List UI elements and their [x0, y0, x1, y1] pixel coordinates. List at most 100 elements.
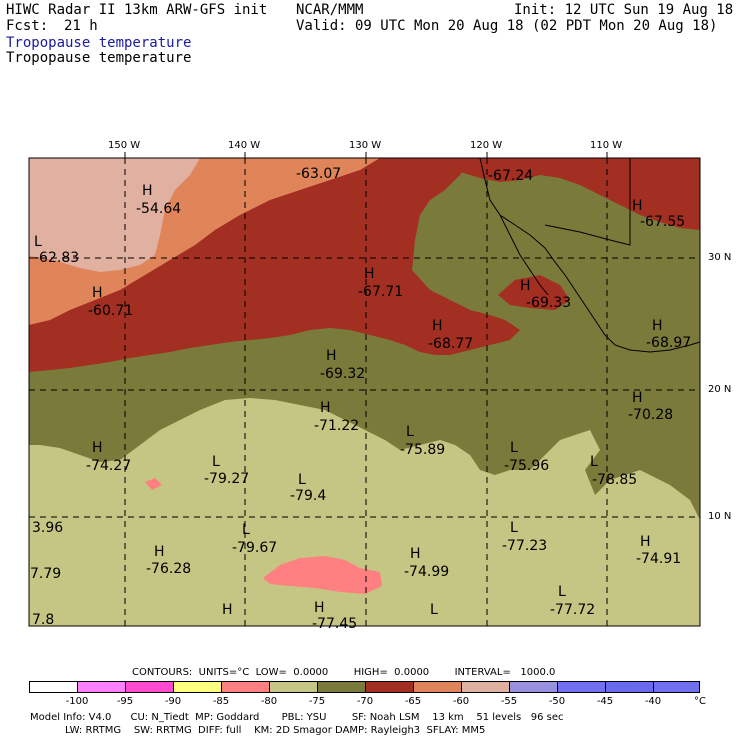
label-letter: H [640, 534, 651, 550]
baja-coast [499, 214, 549, 296]
color-bar-swatch [29, 681, 78, 693]
color-bar-label: -45 [596, 696, 614, 707]
map-frame [28, 157, 701, 627]
label-value: -77.45 [312, 616, 357, 632]
lat-label-20n: 20 N [708, 384, 732, 395]
forecast-hour: 21 h [64, 18, 98, 34]
label-letter: L [406, 424, 414, 440]
label-value: -71.22 [314, 418, 359, 434]
label-value: -74.27 [86, 458, 131, 474]
color-bar-swatch [365, 681, 414, 693]
color-bar-label: -80 [260, 696, 278, 707]
label-letter: L [590, 454, 598, 470]
color-bar-label: -75 [308, 696, 326, 707]
label-value: -69.33 [526, 295, 571, 311]
label-letter: H [632, 198, 643, 214]
border-line [544, 158, 631, 246]
label-value: 7.79 [30, 566, 61, 582]
label-value: 7.8 [32, 612, 54, 628]
label-letter: H [154, 544, 165, 560]
label-value: -67.24 [488, 168, 533, 184]
label-value: -79.4 [290, 488, 326, 504]
color-bar-swatch [77, 681, 126, 693]
region-dark-red-ne [440, 158, 700, 230]
valid-time: Valid: 09 UTC Mon 20 Aug 18 (02 PDT Mon … [296, 18, 718, 34]
color-bar-swatch [653, 681, 700, 693]
label-value: -76.28 [146, 561, 191, 577]
label-value: -70.28 [628, 407, 673, 423]
label-value: -62.83 [34, 250, 79, 266]
lon-label-110w: 110 W [590, 140, 623, 151]
label-letter: L [34, 234, 42, 250]
label-value: -77.23 [502, 538, 547, 554]
color-bar-label: -85 [212, 696, 230, 707]
label-value: -79.27 [204, 471, 249, 487]
contour-info: CONTOURS: UNITS=°C LOW= 0.0000 HIGH= 0.0… [132, 667, 556, 678]
region-light-pink [29, 158, 200, 272]
color-bar-label: -50 [548, 696, 566, 707]
label-value: -68.97 [646, 335, 691, 351]
lon-label-140w: 140 W [228, 140, 261, 151]
lat-label-30n: 30 N [708, 252, 732, 263]
model-info-line2: LW: RRTMG SW: RRTMG DIFF: full KM: 2D Sm… [30, 725, 486, 736]
color-bar-swatch [125, 681, 174, 693]
color-bar-swatch [173, 681, 222, 693]
axis-ticks [124, 152, 608, 158]
label-letter: H [364, 266, 375, 282]
label-value: -79.67 [232, 540, 277, 556]
label-letter: L [558, 584, 566, 600]
color-bar-swatch [221, 681, 270, 693]
color-bar-label: -55 [500, 696, 518, 707]
pressure-labels: H -54.64 -63.07 -67.24 H -67.55 L -62.83… [30, 166, 691, 632]
color-bar-swatch [557, 681, 606, 693]
color-bar-swatch [509, 681, 558, 693]
field-title-1: Tropopause temperature [6, 35, 192, 51]
label-value: -54.64 [136, 201, 181, 217]
label-letter: H [432, 318, 443, 334]
label-value: -68.77 [428, 336, 473, 352]
label-value: -78.85 [592, 472, 637, 488]
color-bar-swatch [317, 681, 366, 693]
color-bar-label: -60 [452, 696, 470, 707]
label-letter: H [222, 602, 233, 618]
color-bar-swatch [605, 681, 654, 693]
region-pink-small [145, 478, 162, 490]
label-value: -74.91 [636, 551, 681, 567]
label-letter: H [652, 318, 663, 334]
label-letter: H [314, 600, 325, 616]
label-value: -75.89 [400, 442, 445, 458]
region-pink-south [263, 556, 382, 594]
label-value: 3.96 [32, 520, 63, 536]
label-letter: L [430, 602, 438, 618]
label-value: -67.55 [640, 214, 685, 230]
label-value: -75.96 [504, 458, 549, 474]
organization: NCAR/MMM [296, 2, 364, 18]
model-info-line1: Model Info: V4.0 CU: N_Tiedt MP: Goddard… [30, 712, 564, 723]
field-title-2: Tropopause temperature [6, 50, 192, 66]
label-letter: L [510, 520, 518, 536]
label-letter: H [142, 183, 153, 199]
region-dark-red-gulf [498, 275, 570, 310]
init-time: Init: 12 UTC Sun 19 Aug 18 [514, 2, 734, 18]
label-letter: L [510, 440, 518, 456]
label-letter: H [92, 440, 103, 456]
label-value: -69.32 [320, 366, 365, 382]
color-bar-label: -70 [356, 696, 374, 707]
lon-label-150w: 150 W [108, 140, 141, 151]
label-letter: L [298, 472, 306, 488]
lat-label-10n: 10 N [708, 511, 732, 522]
color-bar-swatch [269, 681, 318, 693]
label-letter: H [92, 285, 103, 301]
label-value: -77.72 [550, 602, 595, 618]
label-letter: H [326, 348, 337, 364]
label-letter: H [410, 546, 421, 562]
label-letter: H [632, 390, 643, 406]
label-value: -63.07 [296, 166, 341, 182]
color-bar-label: -90 [164, 696, 182, 707]
color-bar-label: -100 [65, 696, 89, 707]
color-bar-label: -65 [404, 696, 422, 707]
label-value: -74.99 [404, 564, 449, 580]
color-bar-label: -95 [116, 696, 134, 707]
color-bar-swatch [413, 681, 462, 693]
